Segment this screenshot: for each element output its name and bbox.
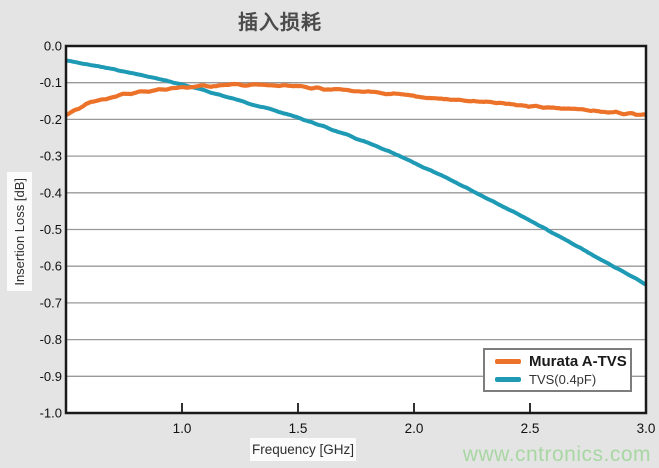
x-axis-title-box: Frequency [GHz] (250, 438, 356, 461)
y-tick-label: -0.8 (40, 332, 62, 347)
x-tick-label: 2.0 (405, 421, 424, 436)
plot-border (64, 44, 648, 415)
legend-item-murata-a-tvs: Murata A-TVS (495, 352, 630, 370)
y-tick-label: -0.3 (40, 149, 62, 164)
legend: Murata A-TVS TVS(0.4pF) (483, 348, 632, 392)
series-line-tvs-0-4pf- (66, 58, 646, 287)
y-axis-title: Insertion Loss [dB] (12, 177, 27, 286)
legend-swatch-tvs-04pf (495, 376, 521, 382)
y-tick-label: -0.7 (40, 295, 62, 310)
legend-label-tvs-04pf: TVS(0.4pF) (529, 371, 597, 387)
legend-label-murata-a-tvs: Murata A-TVS (529, 352, 627, 370)
y-tick-label: -0.1 (40, 75, 62, 90)
series-line-murata-a-tvs (66, 81, 646, 118)
y-tick-label: -0.6 (40, 259, 62, 274)
x-axis-title: Frequency [GHz] (251, 442, 355, 457)
x-tick-label: 1.0 (173, 421, 192, 436)
y-tick-label: -1.0 (40, 406, 62, 421)
y-axis-title-box: Insertion Loss [dB] (7, 172, 32, 291)
y-tick-label: -0.5 (40, 222, 62, 237)
page-title: 插入损耗 (238, 12, 322, 34)
y-tick-label: -0.9 (40, 369, 62, 384)
legend-item-tvs-04pf: TVS(0.4pF) (495, 372, 630, 387)
x-tick-label: 2.5 (521, 421, 540, 436)
legend-swatch-murata-a-tvs (495, 359, 521, 364)
y-tick-label: -0.2 (40, 112, 62, 127)
watermark: www.cntronics.com (462, 443, 651, 466)
x-tick-label: 1.5 (289, 421, 308, 436)
y-tick-label: 0.0 (44, 39, 62, 54)
y-tick-label: -0.4 (40, 185, 62, 200)
x-tick-label: 3.0 (637, 421, 656, 436)
